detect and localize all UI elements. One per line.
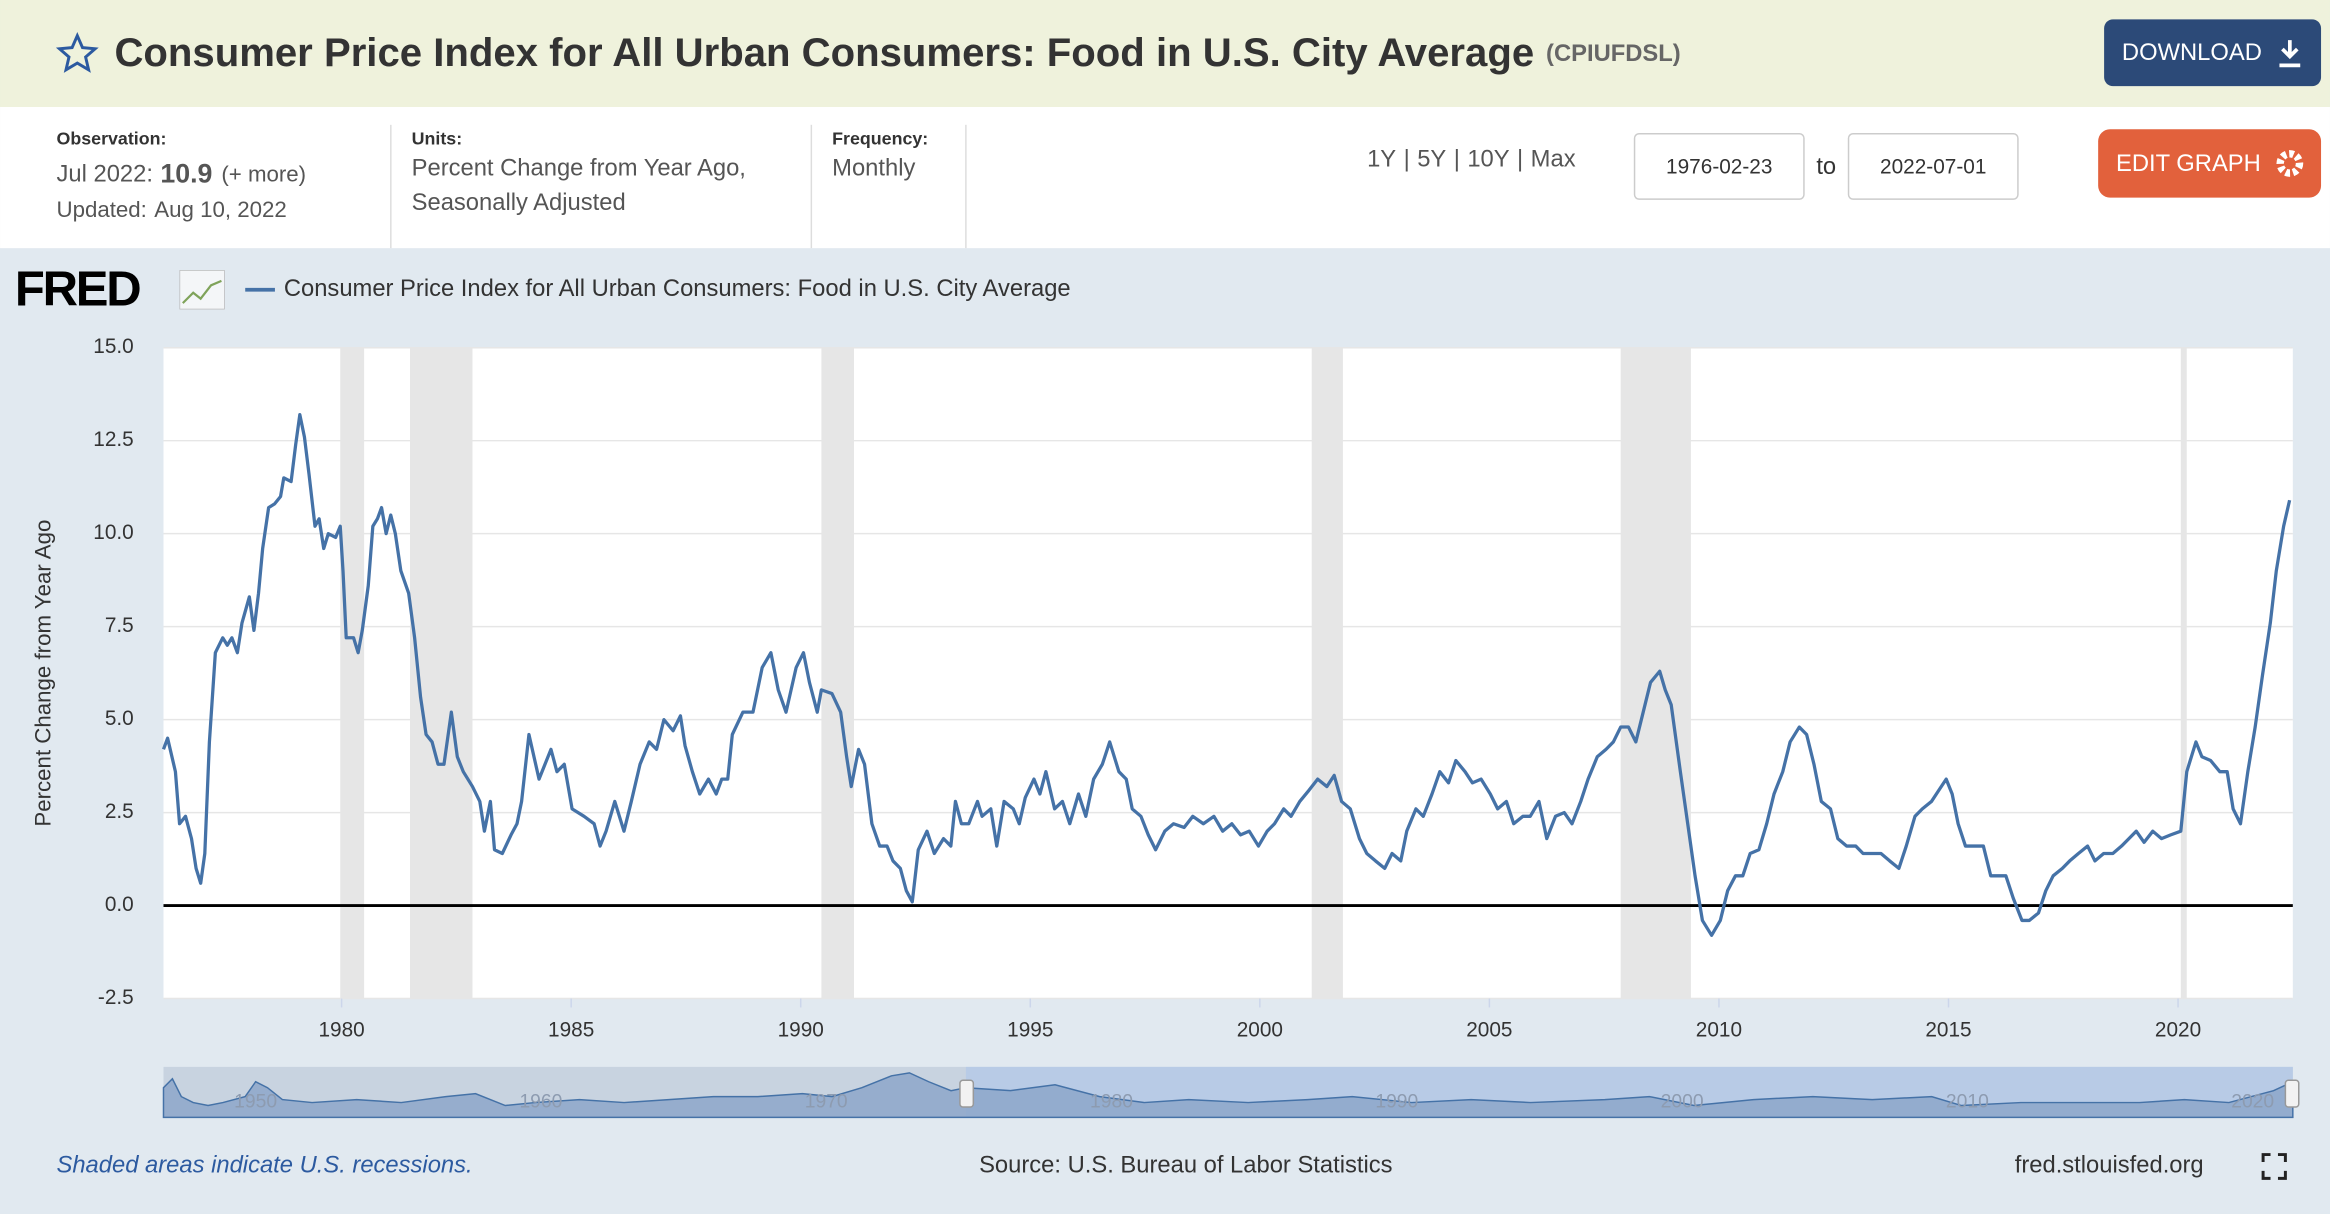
x-tick-label: 2010: [1696, 1019, 1742, 1042]
range-button[interactable]: 10Y: [1467, 146, 1509, 173]
range-button[interactable]: 5Y: [1417, 146, 1446, 173]
recession-band: [1620, 347, 1691, 999]
navigator-series: [162, 1072, 2294, 1119]
y-tick-label: 10.0: [93, 521, 133, 544]
recession-band: [410, 347, 473, 999]
recession-band: [1311, 347, 1343, 999]
x-tick-label: 2015: [1925, 1019, 1971, 1042]
navigator-label: 2000: [1661, 1092, 1704, 1113]
x-tick-label: 2005: [1466, 1019, 1512, 1042]
edit-graph-label: EDIT GRAPH: [2116, 150, 2261, 177]
download-bg: [2104, 19, 2322, 87]
title: Consumer Price Index for All Urban Consu…: [114, 31, 1534, 75]
series-line: [161, 413, 2292, 937]
x-tick-label: 1980: [318, 1019, 364, 1042]
navigator-label: 2010: [1946, 1092, 1989, 1113]
source: Source: U.S. Bureau of Labor Statistics: [979, 1152, 1393, 1179]
range-separator: |: [1404, 146, 1410, 173]
y-axis-label: Percent Change from Year Ago: [31, 520, 56, 827]
navigator-label: 1980: [1090, 1092, 1133, 1113]
x-tick-label: 1995: [1007, 1019, 1053, 1042]
edit-graph-button[interactable]: EDIT GRAPH: [2098, 129, 2322, 198]
star-icon[interactable]: [55, 31, 99, 73]
navigator-label: 1960: [519, 1092, 562, 1113]
x-tick-label: 1990: [778, 1019, 824, 1042]
recession-band: [340, 347, 365, 999]
frequency-label: Frequency:: [832, 128, 928, 148]
y-tick-label: 0.0: [105, 893, 134, 916]
units-line: Percent Change from Year Ago,: [412, 155, 746, 182]
site: fred.stlouisfed.org: [2015, 1152, 2204, 1179]
series-id: (CPIUFDSL): [1546, 40, 1681, 67]
y-tick-label: 12.5: [93, 428, 133, 451]
updated-date: Aug 10, 2022: [154, 197, 286, 222]
end-date-input[interactable]: [1847, 132, 2019, 200]
logo-icon-line: [182, 279, 222, 304]
to-label: to: [1816, 153, 1836, 180]
recession-note: Shaded areas indicate U.S. recessions.: [57, 1152, 473, 1179]
x-tick-label: 1985: [548, 1019, 594, 1042]
y-tick-label: 7.5: [105, 614, 134, 637]
range-separator: |: [1454, 146, 1460, 173]
gear-icon: [2276, 150, 2304, 177]
observation: Jul 2022: 10.9 (+ more): [57, 158, 307, 188]
navigator-label: 1970: [805, 1092, 848, 1113]
series-title: Consumer Price Index for All Urban Consu…: [114, 31, 1680, 75]
end-date: 2022-07-01: [1880, 155, 1986, 178]
start-date: 1976-02-23: [1666, 155, 1772, 178]
x-tick-label: 2000: [1237, 1019, 1283, 1042]
units-label: Units:: [412, 128, 463, 148]
observation-value: 10.9: [160, 158, 212, 188]
observation-date: Jul 2022:: [57, 161, 153, 188]
recession-band: [2180, 347, 2187, 999]
navigator-label: 2020: [2231, 1092, 2274, 1113]
y-tick-label: 5.0: [105, 707, 134, 730]
legend-label: Consumer Price Index for All Urban Consu…: [284, 275, 1071, 302]
plot-area: [163, 347, 2293, 999]
recession-band: [821, 347, 854, 999]
y-tick-label: 15.0: [93, 335, 133, 358]
edit-graph-bg: [2098, 129, 2322, 198]
more-link[interactable]: (+ more): [221, 161, 306, 186]
fred-logo: FRED: [15, 263, 140, 317]
download-button[interactable]: DOWNLOAD: [2104, 19, 2322, 87]
logo-icon: [179, 270, 225, 310]
frequency: Monthly: [832, 155, 915, 182]
range-button[interactable]: Max: [1531, 146, 1576, 173]
y-tick-label: 2.5: [105, 800, 134, 823]
navigator-label: 1950: [234, 1092, 277, 1113]
download-label: DOWNLOAD: [2122, 39, 2262, 66]
x-tick-label: 2020: [2155, 1019, 2201, 1042]
units-line: Seasonally Adjusted: [412, 189, 626, 216]
navigator-labels: 1950 1960 1970 1980 1990 2000 2010 2020: [234, 1092, 2274, 1113]
start-date-input[interactable]: [1633, 132, 1805, 200]
range-button[interactable]: 1Y: [1367, 146, 1396, 173]
range-separator: |: [1517, 146, 1523, 173]
download-icon: [2279, 40, 2301, 68]
fullscreen-icon[interactable]: [2261, 1153, 2287, 1180]
range-buttons: 1Y | 5Y | 10Y | Max: [1367, 146, 1576, 173]
navigator-handle[interactable]: [2284, 1079, 2300, 1108]
updated-label: Updated:: [57, 197, 147, 222]
y-tick-label: -2.5: [98, 986, 134, 1009]
navigator-handle[interactable]: [959, 1079, 975, 1108]
updated: Updated: Aug 10, 2022: [57, 197, 287, 222]
header-banner: [0, 0, 2330, 107]
navigator-label: 1990: [1375, 1092, 1418, 1113]
observation-label: Observation:: [57, 128, 167, 148]
